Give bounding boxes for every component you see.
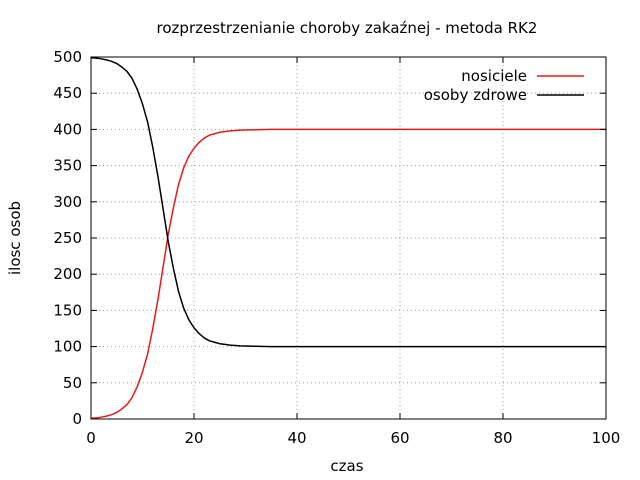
- y-tick-label: 50: [63, 374, 82, 392]
- x-tick-label: 80: [493, 429, 512, 447]
- x-axis-label: czas: [330, 457, 363, 475]
- axis-ticks: 0 20 40 60 80 100 0 50 100 150 200 250 300 350 400 450 5…: [53, 48, 620, 447]
- y-tick-label: 150: [53, 301, 82, 319]
- y-tick-label: 400: [53, 120, 82, 138]
- x-tick-label: 20: [184, 429, 203, 447]
- grid: [91, 57, 606, 419]
- y-tick-label: 300: [53, 193, 82, 211]
- y-tick-label: 0: [72, 410, 82, 428]
- series-line-nosiciele: [90, 128, 606, 420]
- x-tick-label: 100: [592, 429, 621, 447]
- legend-label: osoby zdrowe: [424, 86, 527, 104]
- legend-label: nosiciele: [461, 67, 527, 85]
- x-tick-label: 40: [287, 429, 306, 447]
- plot-series: [90, 56, 606, 420]
- chart-title: rozprzestrzenianie choroby zakaźnej - me…: [157, 19, 538, 37]
- x-tick-label: 60: [390, 429, 409, 447]
- y-tick-label: 200: [53, 265, 82, 283]
- series-line-osoby-zdrowe: [90, 56, 606, 348]
- y-tick-label: 450: [53, 84, 82, 102]
- x-tick-label: 0: [86, 429, 96, 447]
- y-tick-label: 500: [53, 48, 82, 66]
- y-tick-label: 350: [53, 157, 82, 175]
- y-tick-label: 250: [53, 229, 82, 247]
- y-axis-label: ilosc osob: [6, 201, 24, 275]
- y-tick-label: 100: [53, 338, 82, 356]
